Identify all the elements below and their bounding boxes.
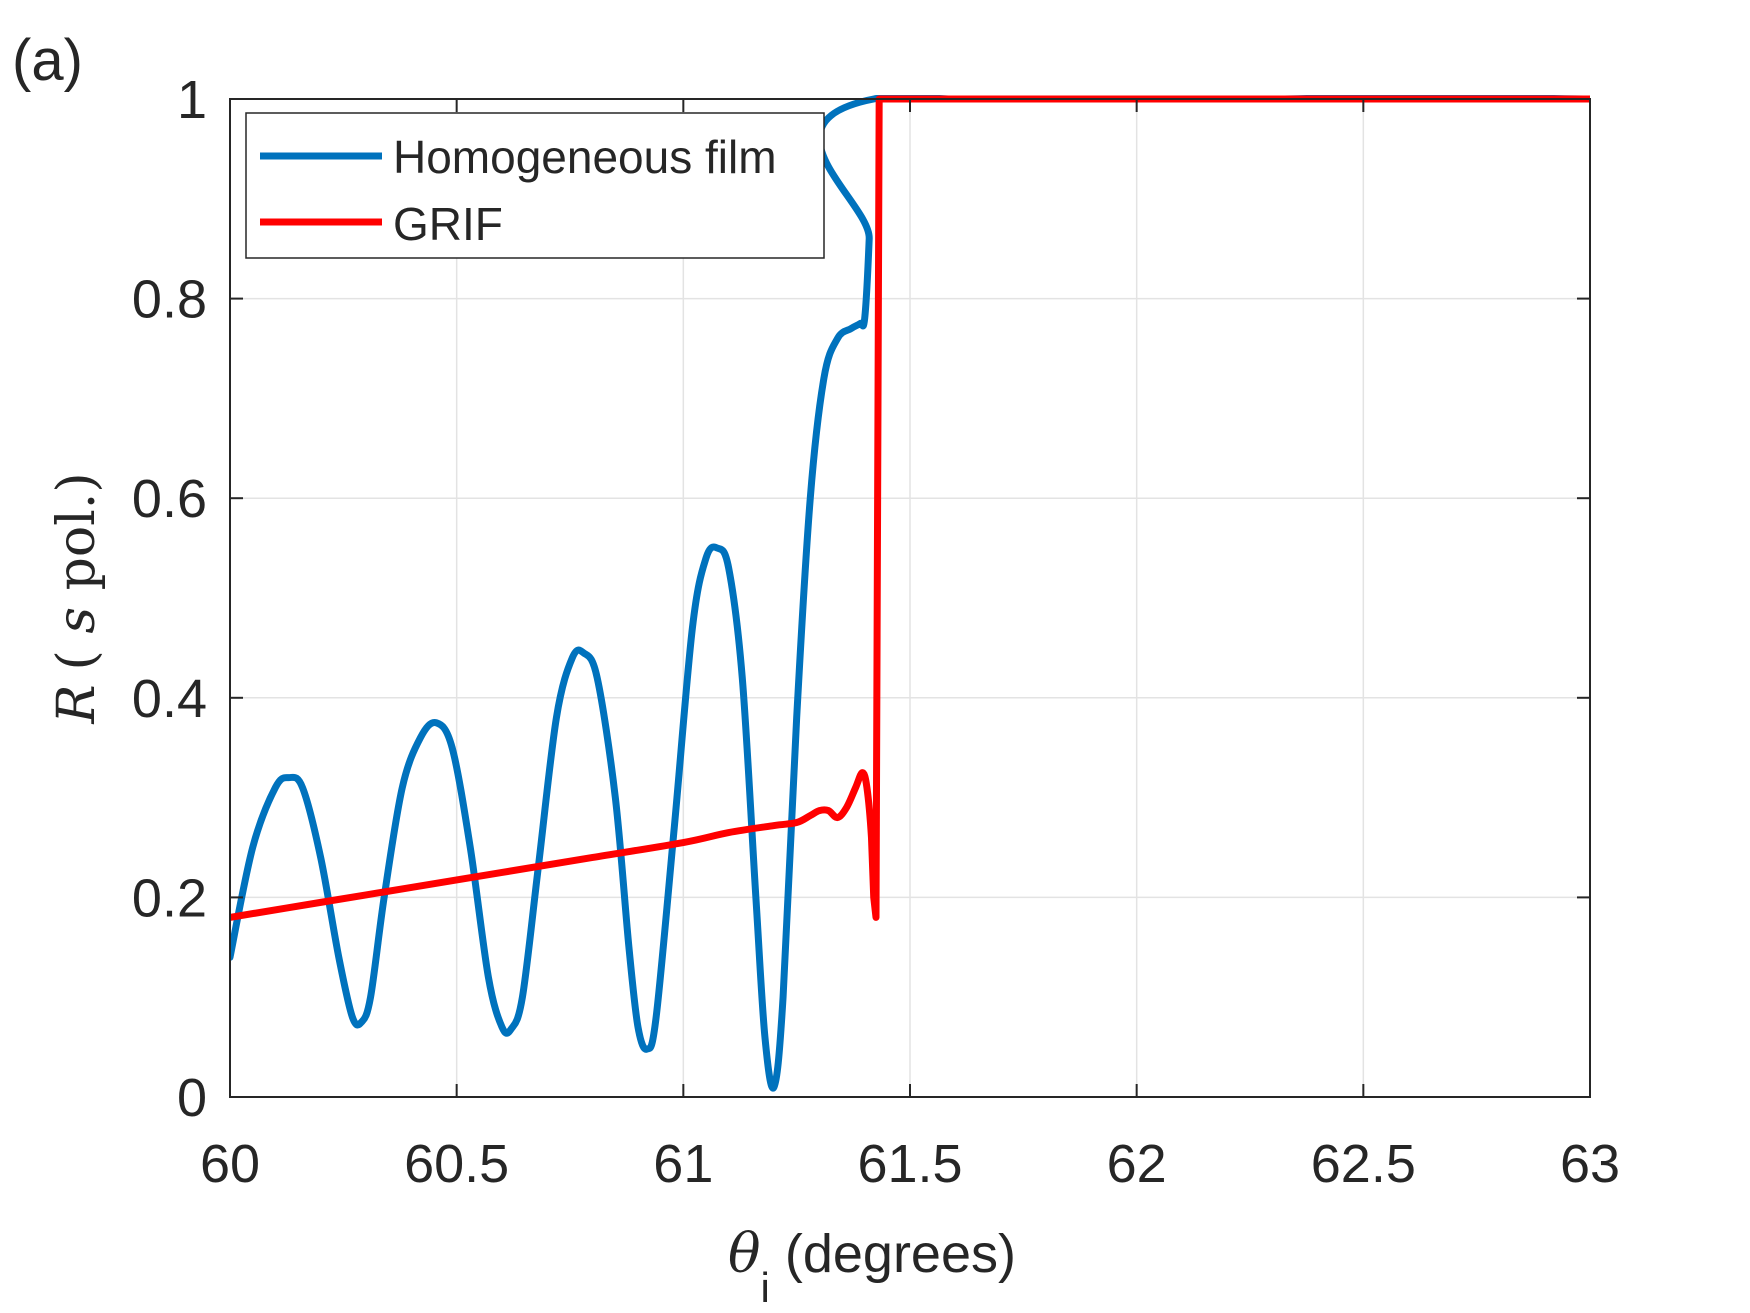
x-axis-label-symbol: θ [728,1222,761,1285]
y-tick-label: 0.6 [132,469,207,529]
y-axis-label-open: ( [47,634,107,671]
x-tick-label: 62 [1107,1134,1167,1194]
y-axis-label-s: s [47,607,107,634]
y-tick-label: 0.4 [132,669,207,729]
x-tick-label: 61 [653,1134,713,1194]
x-tick-label: 63 [1560,1134,1620,1194]
legend-box [245,112,825,259]
x-tick-label: 60.5 [404,1134,509,1194]
y-tick-label: 0.2 [132,868,207,928]
x-tick-labels: 60 60.5 61 61.5 62 62.5 63 [200,1134,1620,1194]
series-layer [230,95,1590,1092]
y-axis-label: R ( s pol.) [47,472,107,724]
legend-label-grif: GRIF [393,198,503,250]
x-axis-label-text: (degrees) [770,1224,1016,1284]
y-tick-label: 0.8 [132,270,207,330]
x-axis-label: θi (degrees) [728,1222,1016,1311]
y-tick-labels: 0 0.2 0.4 0.6 0.8 1 [132,70,207,1128]
x-tick-label: 61.5 [857,1134,962,1194]
x-tick-label: 60 [200,1134,260,1194]
ticks [229,98,1591,1098]
x-tick-label: 62.5 [1311,1134,1416,1194]
plot-area [229,95,1591,1098]
legend-label-homogeneous-film: Homogeneous film [393,131,777,183]
y-axis-label-var: R [47,684,107,724]
y-tick-label: 1 [177,70,207,130]
series-line-homogeneous-film [230,95,1590,1092]
panel-label: (a) [12,28,83,93]
series-line-grif [230,95,1590,921]
y-tick-label: 0 [177,1068,207,1128]
legend: Homogeneous film GRIF [245,112,825,259]
y-axis-label-rest: pol.) [47,472,107,607]
x-axis-label-subscript: i [761,1264,770,1311]
